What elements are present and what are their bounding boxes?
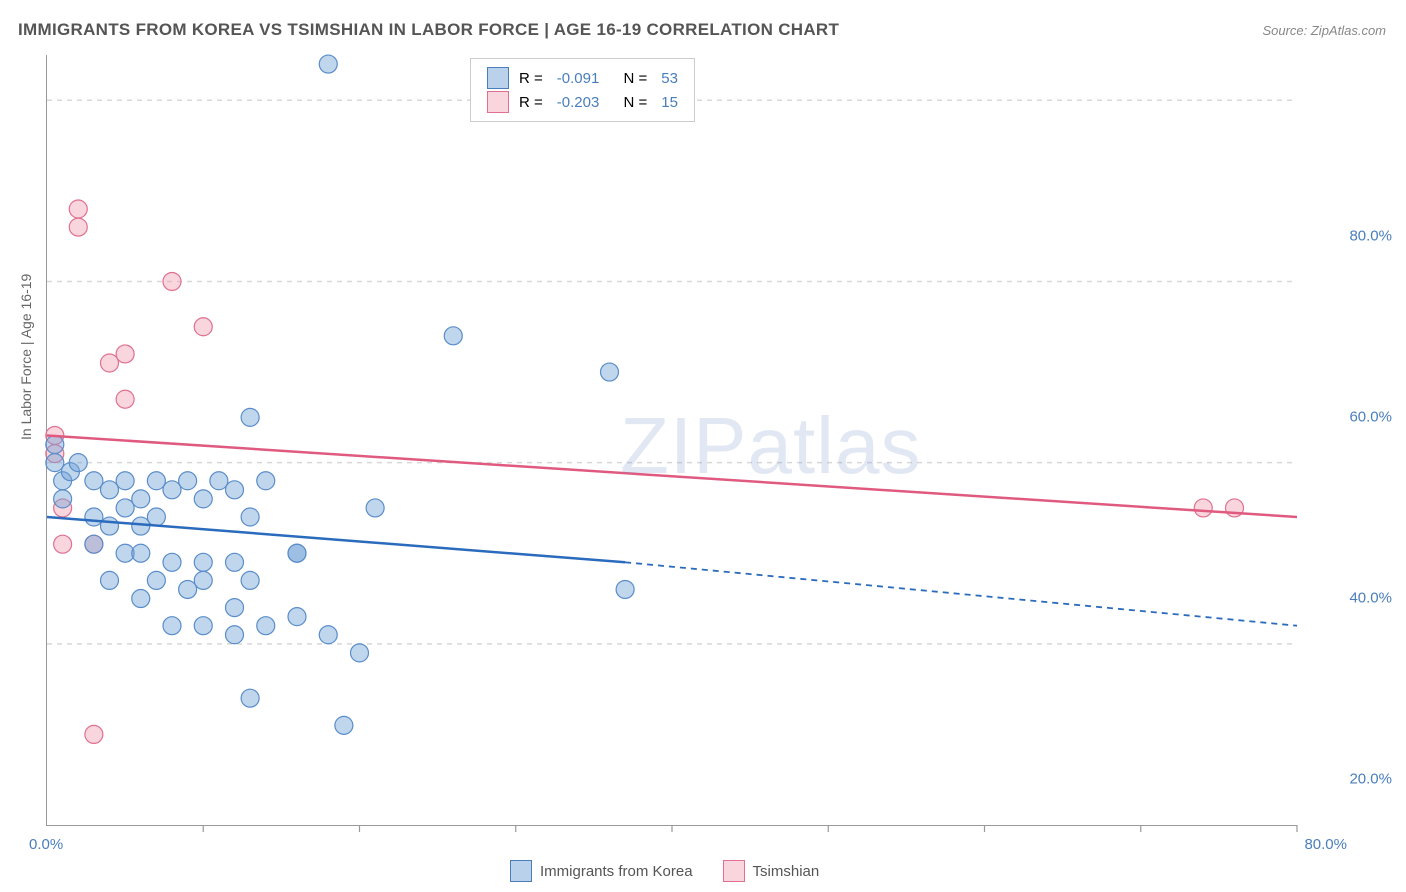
chart-title: IMMIGRANTS FROM KOREA VS TSIMSHIAN IN LA…	[18, 20, 839, 40]
swatch-pink-icon	[723, 860, 745, 882]
legend-item-korea: Immigrants from Korea	[510, 860, 693, 882]
source-attribution: Source: ZipAtlas.com	[1262, 23, 1386, 38]
y-tick-20: 20.0%	[1349, 771, 1392, 788]
r-value: -0.091	[557, 70, 600, 87]
n-label: N =	[623, 70, 647, 87]
legend-label: Immigrants from Korea	[540, 863, 693, 880]
r-label: R =	[519, 70, 543, 87]
swatch-blue-icon	[487, 67, 509, 89]
swatch-pink-icon	[487, 91, 509, 113]
y-axis-label: In Labor Force | Age 16-19	[18, 274, 34, 440]
plot-area: 0.0% 80.0%	[46, 55, 1297, 826]
legend-series: Immigrants from Korea Tsimshian	[510, 860, 819, 882]
n-value: 53	[661, 70, 678, 87]
y-tick-80: 80.0%	[1349, 228, 1392, 245]
x-tick-max: 80.0%	[1304, 836, 1347, 853]
chart-svg	[47, 55, 1297, 825]
r-value: -0.203	[557, 94, 600, 111]
y-tick-40: 40.0%	[1349, 590, 1392, 607]
r-label: R =	[519, 94, 543, 111]
n-label: N =	[623, 94, 647, 111]
swatch-blue-icon	[510, 860, 532, 882]
legend-label: Tsimshian	[753, 863, 820, 880]
n-value: 15	[661, 94, 678, 111]
legend-row-pink: R = -0.203 N = 15	[487, 91, 678, 113]
y-tick-60: 60.0%	[1349, 409, 1392, 426]
x-tick-min: 0.0%	[29, 836, 63, 853]
legend-correlation: R = -0.091 N = 53 R = -0.203 N = 15	[470, 58, 695, 122]
legend-row-blue: R = -0.091 N = 53	[487, 67, 678, 89]
legend-item-tsimshian: Tsimshian	[723, 860, 820, 882]
